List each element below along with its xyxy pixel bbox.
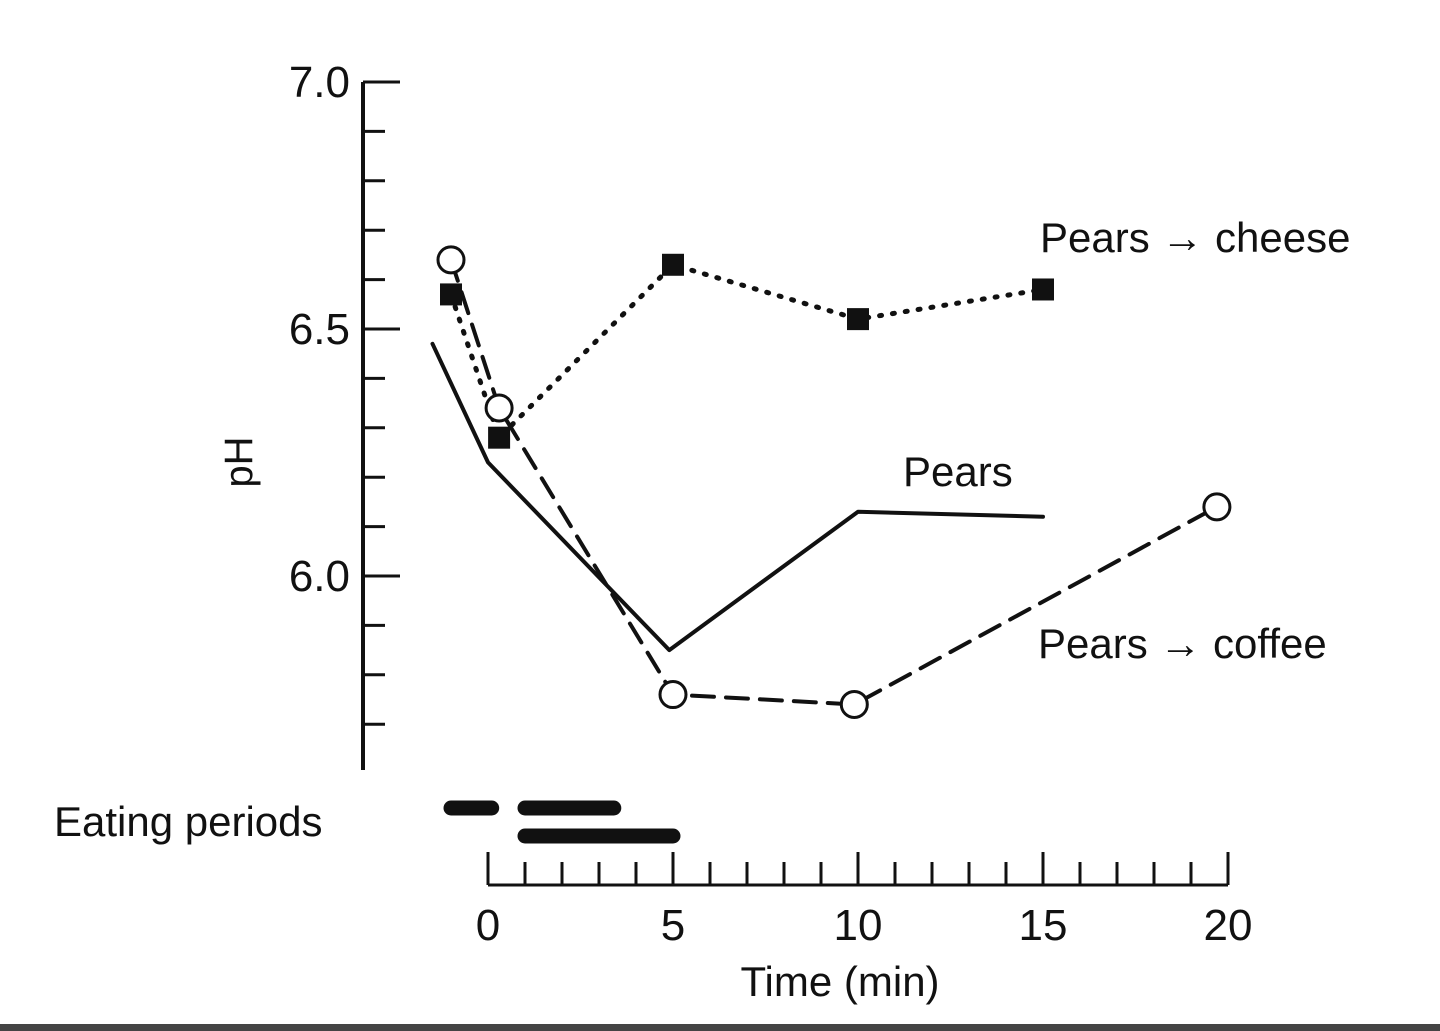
x-tick-label: 0: [476, 901, 500, 950]
data-point-square: [1032, 278, 1054, 301]
data-point-circle: [658, 680, 688, 710]
data-point-square: [488, 426, 511, 449]
data-point-circle: [839, 689, 869, 719]
legend-label-pears: Pears: [903, 448, 1013, 495]
x-axis: 0 5 10 15 20: [476, 852, 1253, 950]
x-axis-label: Time (min): [740, 958, 939, 1005]
x-tick-label: 10: [834, 901, 883, 950]
legend-label-pears-coffee: Pears → coffee: [1038, 620, 1327, 667]
y-tick-label: 6.5: [289, 305, 350, 354]
series-group: [430, 245, 1232, 719]
series-line-1: [430, 341, 1045, 653]
y-tick-label: 7.0: [289, 58, 350, 107]
eating-periods: [443, 800, 681, 844]
data-point-circle: [1202, 492, 1232, 522]
data-point-square: [662, 253, 684, 276]
bottom-border: [0, 1024, 1440, 1031]
x-tick-label: 5: [661, 901, 685, 950]
eating-periods-label: Eating periods: [54, 798, 323, 845]
legend-label-pears-cheese: Pears → cheese: [1040, 214, 1351, 261]
y-axis: 6.0 6.5 7.0: [289, 58, 400, 770]
data-point-circle: [436, 245, 466, 275]
data-point-circle: [484, 393, 514, 423]
y-axis-label: pH: [217, 436, 261, 487]
x-tick-label: 15: [1019, 901, 1068, 950]
data-point-square: [440, 283, 462, 306]
x-tick-label: 20: [1204, 901, 1253, 950]
data-point-square: [847, 308, 869, 331]
series-line-0: [448, 262, 1046, 441]
y-tick-label: 6.0: [289, 552, 350, 601]
